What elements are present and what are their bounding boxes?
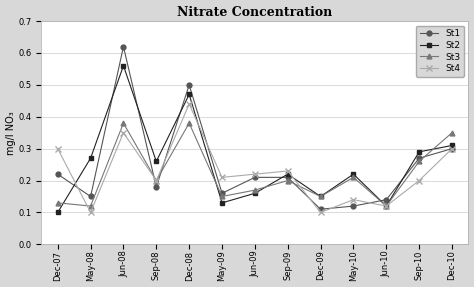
St2 [351, 172, 356, 176]
St2 [252, 192, 258, 195]
St4 [55, 147, 61, 150]
St3 [120, 121, 126, 125]
St1 [120, 45, 126, 48]
St2 [154, 160, 159, 163]
St2 [449, 144, 455, 147]
St1 [285, 176, 291, 179]
St4 [186, 102, 192, 106]
St1 [219, 192, 225, 195]
St3 [318, 195, 323, 198]
St1 [449, 147, 455, 150]
St1 [252, 176, 258, 179]
St4 [88, 211, 93, 214]
St4 [285, 169, 291, 173]
St4 [154, 179, 159, 182]
Legend: St1, St2, St3, St4: St1, St2, St3, St4 [416, 26, 464, 77]
St3 [219, 195, 225, 198]
St2 [285, 172, 291, 176]
St2 [120, 64, 126, 67]
St3 [55, 201, 61, 205]
St4 [318, 211, 323, 214]
Y-axis label: mg/l NO₃: mg/l NO₃ [6, 111, 16, 155]
St3 [285, 179, 291, 182]
St1 [351, 204, 356, 208]
St2 [88, 156, 93, 160]
St3 [88, 204, 93, 208]
Line: St3: St3 [55, 121, 455, 208]
St1 [186, 83, 192, 87]
St1 [154, 185, 159, 189]
St1 [416, 156, 422, 160]
St1 [318, 208, 323, 211]
St3 [252, 188, 258, 192]
St4 [383, 204, 389, 208]
St1 [383, 198, 389, 201]
St2 [186, 93, 192, 96]
St4 [252, 172, 258, 176]
St2 [219, 201, 225, 205]
St3 [186, 121, 192, 125]
St3 [154, 179, 159, 182]
Line: St4: St4 [55, 101, 455, 215]
Title: Nitrate Concentration: Nitrate Concentration [177, 5, 332, 19]
St3 [416, 160, 422, 163]
St4 [120, 131, 126, 134]
St1 [55, 172, 61, 176]
St4 [351, 198, 356, 201]
St3 [351, 176, 356, 179]
Line: St1: St1 [55, 44, 455, 212]
St2 [416, 150, 422, 154]
St2 [318, 195, 323, 198]
St3 [449, 131, 455, 134]
St4 [219, 176, 225, 179]
St1 [88, 195, 93, 198]
St2 [383, 204, 389, 208]
St4 [449, 147, 455, 150]
St4 [416, 179, 422, 182]
Line: St2: St2 [55, 63, 455, 215]
St2 [55, 211, 61, 214]
St3 [383, 204, 389, 208]
